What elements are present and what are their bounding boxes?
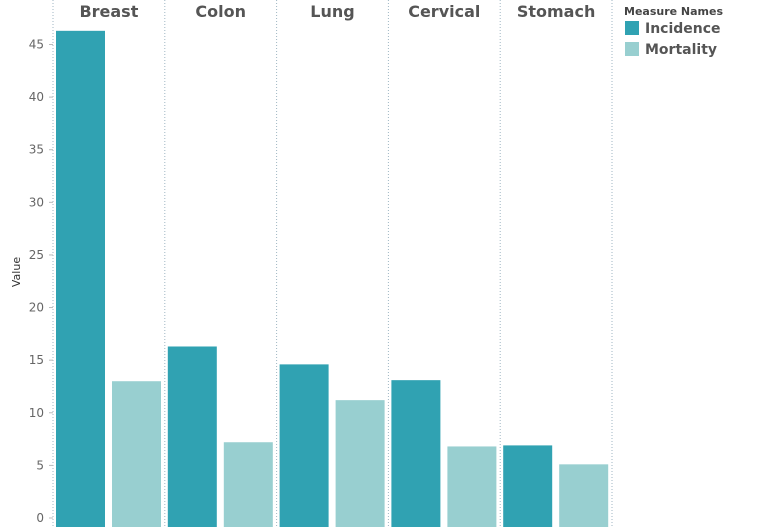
bar-cervical-mortality (447, 446, 497, 527)
category-label-stomach: Stomach (517, 2, 596, 21)
bar-colon-incidence (167, 346, 217, 527)
y-tick-label: 35 (29, 143, 44, 157)
legend: Measure Names Incidence Mortality (624, 5, 723, 58)
bar-lung-mortality (335, 400, 385, 527)
y-tick-label: 40 (29, 90, 44, 104)
legend-label-mortality: Mortality (645, 42, 717, 58)
legend-label-incidence: Incidence (645, 21, 721, 37)
bar-breast-incidence (56, 30, 105, 527)
bar-lung-incidence (279, 364, 329, 527)
y-tick-label: 15 (29, 353, 44, 367)
legend-title: Measure Names (624, 5, 723, 18)
y-tick-label: 20 (29, 301, 44, 315)
bar-colon-mortality (223, 442, 273, 527)
y-tick-label: 25 (29, 248, 44, 262)
bar-cervical-incidence (391, 380, 441, 527)
category-label-colon: Colon (195, 2, 246, 21)
category-label-lung: Lung (310, 2, 354, 21)
y-tick-label: 30 (29, 195, 44, 209)
y-tick-label: 45 (29, 38, 44, 52)
legend-swatch-mortality (625, 42, 639, 56)
legend-items: Incidence Mortality (625, 21, 721, 58)
y-tick-label: 5 (36, 458, 44, 472)
category-labels: Breast Colon Lung Cervical Stomach (79, 2, 595, 21)
bar-stomach-incidence (503, 445, 553, 527)
y-tick-label: 10 (29, 406, 44, 420)
category-dividers (52, 0, 613, 527)
category-label-cervical: Cervical (408, 2, 480, 21)
y-axis-ticks: 0 5 10 15 20 25 30 35 40 45 (29, 38, 53, 525)
category-label-breast: Breast (79, 2, 138, 21)
y-tick-label: 0 (36, 511, 44, 525)
y-axis-title: Value (10, 257, 23, 287)
legend-swatch-incidence (625, 21, 639, 35)
bar-stomach-mortality (559, 464, 609, 527)
bars (56, 30, 609, 527)
bar-breast-mortality (112, 381, 161, 527)
